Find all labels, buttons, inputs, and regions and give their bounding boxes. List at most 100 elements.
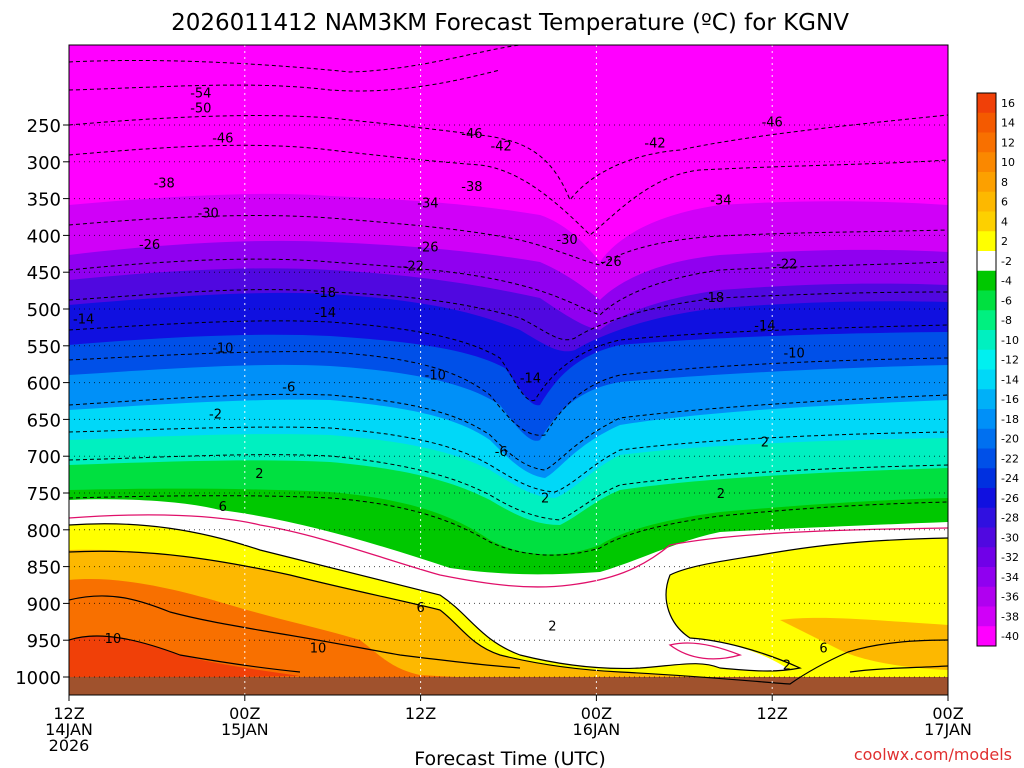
contour-label-10: -34 xyxy=(710,193,731,208)
x-axis: 12Z 14JAN 2026 00Z 15JAN 12Z 00Z 16JAN 12Z 00Z 17J… xyxy=(45,695,972,755)
colorbar-swatch-14 xyxy=(977,112,996,133)
contour-label-4: -42 xyxy=(491,140,512,155)
freezing-line xyxy=(69,514,948,660)
contour-label-17: -22 xyxy=(776,257,797,272)
grid-lines xyxy=(69,45,948,695)
colorbar-swatch--16 xyxy=(977,389,996,410)
colorbar-label--36: -36 xyxy=(1001,591,1019,604)
x-tick-label-3: 00Z 16JAN xyxy=(573,704,621,739)
colorbar-label--30: -30 xyxy=(1001,531,1019,544)
colorbar-label--4: -4 xyxy=(1001,275,1012,288)
contour-label-6: -46 xyxy=(762,115,783,130)
colorbar-label--8: -8 xyxy=(1001,314,1012,327)
colorbar-swatch--10 xyxy=(977,330,996,351)
y-tick-label-450: 450 xyxy=(27,263,61,284)
y-tick-label-400: 400 xyxy=(27,226,61,247)
colorbar-swatch--34 xyxy=(977,567,996,588)
contour-label-11: -30 xyxy=(198,207,219,222)
contour-label-15: -26 xyxy=(600,255,621,270)
contour-label-26: -10 xyxy=(784,346,805,361)
x-tick-label-0: 12Z 14JAN 2026 xyxy=(45,704,93,755)
y-tick-label-1000: 1000 xyxy=(15,668,61,689)
colorbar-label--40: -40 xyxy=(1001,630,1019,643)
colorbar-swatch--12 xyxy=(977,349,996,370)
contour-label-0: -54 xyxy=(190,87,211,102)
colorbar-swatch--20 xyxy=(977,428,996,449)
colorbar-swatch--32 xyxy=(977,547,996,568)
ground-terrain xyxy=(69,677,948,695)
y-tick-label-800: 800 xyxy=(27,521,61,542)
contour-label-29: -2 xyxy=(209,408,222,423)
contour-label-18: -18 xyxy=(315,286,336,301)
y-tick-label-750: 750 xyxy=(27,484,61,505)
contour-label-32: 2 xyxy=(541,491,549,506)
band-plus-10b xyxy=(780,617,948,670)
y-tick-label-700: 700 xyxy=(27,447,61,468)
plot-area xyxy=(69,45,948,695)
colorbar-label-8: 8 xyxy=(1001,176,1008,189)
colorbar-frame xyxy=(976,92,997,647)
x-tick-label-5: 00Z 17JAN xyxy=(924,704,972,739)
colorbar-swatch--14 xyxy=(977,369,996,390)
contour-label-21: -14 xyxy=(315,306,336,321)
chart-title: 2026011412 NAM3KM Forecast Temperature (… xyxy=(171,10,849,36)
y-tick-label-500: 500 xyxy=(27,300,61,321)
colorbar-label--6: -6 xyxy=(1001,294,1012,307)
x-tick-label-1: 00Z 15JAN xyxy=(221,704,269,739)
contour-label-38: 6 xyxy=(819,642,827,657)
colorbar-swatch--4 xyxy=(977,270,996,291)
colorbar-swatch--36 xyxy=(977,586,996,607)
colorbar-label-10: 10 xyxy=(1001,156,1015,169)
contour-labels: -54-50 -46 -46 -42 -42 -46 -38 -38 -34 -34 -30 -30 -… xyxy=(73,87,828,674)
colorbar-label--22: -22 xyxy=(1001,452,1019,465)
colorbar-swatch-16 xyxy=(977,93,996,114)
contour-label-19: -18 xyxy=(703,291,724,306)
colorbar-swatch--6 xyxy=(977,290,996,311)
isotherm-lines-negative xyxy=(69,45,948,556)
y-tick-label-650: 650 xyxy=(27,410,61,431)
colorbar-label-14: 14 xyxy=(1001,117,1015,130)
contour-label-25: -10 xyxy=(425,369,446,384)
colorbar-swatch--22 xyxy=(977,448,996,469)
credit-text: coolwx.com/models xyxy=(854,745,1012,764)
contour-label-7: -38 xyxy=(154,176,175,191)
y-tick-label-350: 350 xyxy=(27,190,61,211)
colorbar-swatch--40 xyxy=(977,626,996,647)
contour-label-22: -14 xyxy=(520,371,541,386)
colorbar-label--32: -32 xyxy=(1001,551,1019,564)
contour-label-40: 10 xyxy=(310,642,327,657)
contour-label-1: -50 xyxy=(190,101,211,116)
band-plus-16 xyxy=(69,635,300,680)
colorbar-swatch--28 xyxy=(977,507,996,528)
contour-label-3: -46 xyxy=(461,127,482,142)
x-axis-title: Forecast Time (UTC) xyxy=(414,748,605,768)
colorbar-label--24: -24 xyxy=(1001,472,1019,485)
contour-label-34: 2 xyxy=(548,619,556,634)
y-tick-label-550: 550 xyxy=(27,337,61,358)
contour-label-37: 6 xyxy=(416,601,424,616)
colorbar-label-4: 4 xyxy=(1001,215,1008,228)
contour-label-5: -42 xyxy=(644,137,665,152)
contour-label-24: -10 xyxy=(212,341,233,356)
colorbar-label--38: -38 xyxy=(1001,610,1019,623)
colorbar-swatch--8 xyxy=(977,310,996,331)
colorbar-label--10: -10 xyxy=(1001,334,1019,347)
contour-label-28: -6 xyxy=(495,445,508,460)
y-tick-label-900: 900 xyxy=(27,594,61,615)
colorbar-swatch--2 xyxy=(977,251,996,272)
colorbar-swatch-10 xyxy=(977,152,996,173)
isotherm-lines-positive xyxy=(69,523,948,685)
colorbar-label--34: -34 xyxy=(1001,571,1019,584)
colorbar-label--20: -20 xyxy=(1001,433,1019,446)
y-axis: 250 300 350 400 450 500 550 600 650 700 750 800 850 9… xyxy=(15,116,69,689)
x-tick-label-4: 12Z xyxy=(757,704,788,723)
colorbar-swatch--30 xyxy=(977,527,996,548)
y-tick-label-850: 850 xyxy=(27,558,61,579)
contour-label-9: -34 xyxy=(417,196,438,211)
contour-label-35: 2 xyxy=(783,658,791,673)
colorbar-label--16: -16 xyxy=(1001,393,1019,406)
contour-label-2: -46 xyxy=(212,132,233,147)
colorbar: 16 14 12 10 8 6 4 2 -2 -4 -6 -8 -10 -12 -14 -16 -18 -20 -2… xyxy=(976,92,1019,647)
contour-label-16: -22 xyxy=(403,260,424,275)
y-tick-label-950: 950 xyxy=(27,631,61,652)
